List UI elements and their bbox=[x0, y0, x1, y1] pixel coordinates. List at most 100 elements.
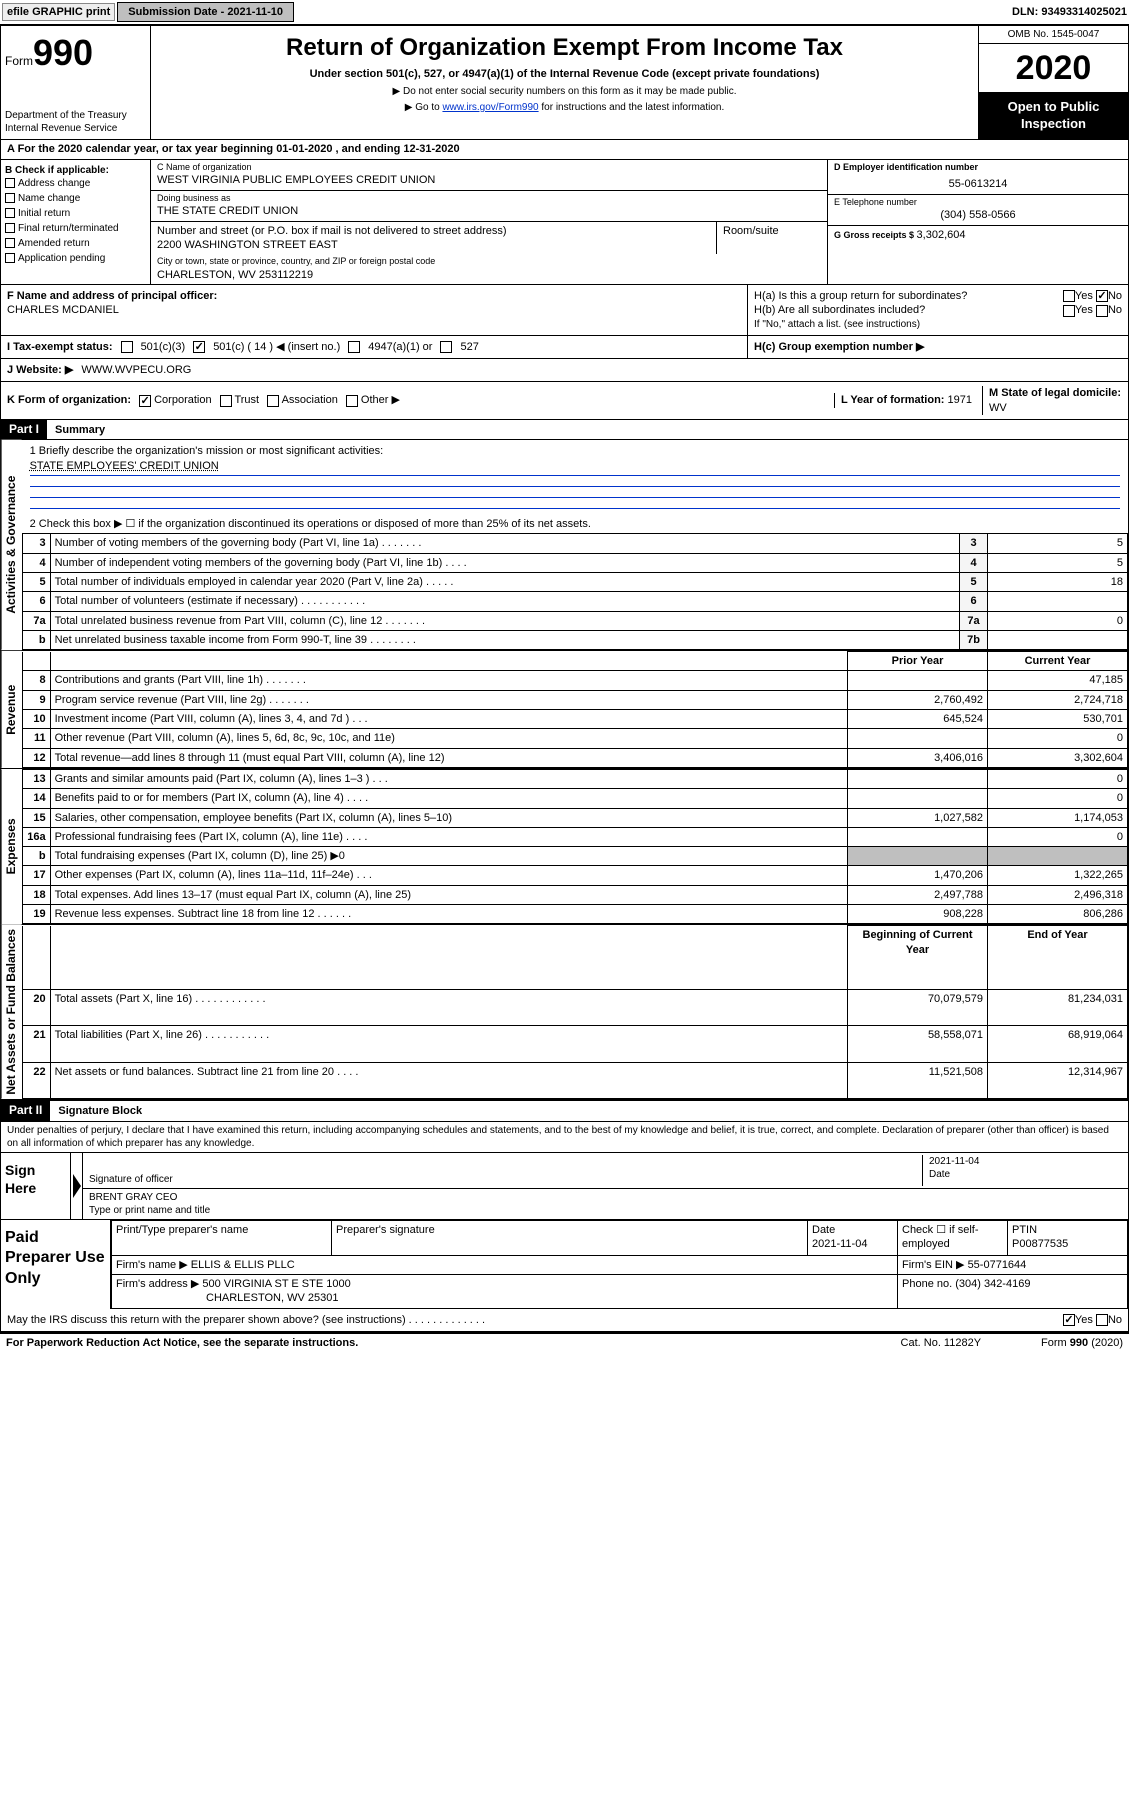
form-footer-year: (2020) bbox=[1088, 1337, 1123, 1349]
g-value: 3,302,604 bbox=[917, 229, 966, 241]
ha-label: H(a) Is this a group return for subordin… bbox=[754, 289, 967, 303]
g-label: G Gross receipts $ bbox=[834, 230, 917, 240]
table-row: 7aTotal unrelated business revenue from … bbox=[22, 611, 1127, 630]
pra-notice: For Paperwork Reduction Act Notice, see … bbox=[6, 1336, 358, 1350]
pp-date-label: Date bbox=[812, 1223, 893, 1237]
pp-self-emp: Check ☐ if self-employed bbox=[898, 1220, 1008, 1255]
table-row: 16aProfessional fundraising fees (Part I… bbox=[22, 827, 1127, 846]
k-other: Other ▶ bbox=[361, 394, 400, 406]
discuss-yes: Yes bbox=[1075, 1314, 1093, 1326]
d-ein-cell: D Employer identification number 55-0613… bbox=[828, 160, 1128, 195]
perjury-text: Under penalties of perjury, I declare th… bbox=[1, 1122, 1128, 1153]
table-row: 3Number of voting members of the governi… bbox=[22, 534, 1127, 553]
hb-no-cb[interactable] bbox=[1096, 305, 1108, 317]
hb-note: If "No," attach a list. (see instruction… bbox=[754, 318, 1122, 331]
dba-label: Doing business as bbox=[157, 193, 821, 205]
goto-post: for instructions and the latest informat… bbox=[539, 102, 725, 113]
sig-date-value: 2021-11-04 bbox=[929, 1155, 1122, 1168]
g-gross-cell: G Gross receipts $ 3,302,604 bbox=[828, 226, 1128, 248]
table-row: 17Other expenses (Part IX, column (A), l… bbox=[22, 866, 1127, 885]
phone-label: Phone no. bbox=[902, 1278, 955, 1290]
street-value: 2200 WASHINGTON STREET EAST bbox=[157, 238, 710, 252]
cb-address[interactable]: Address change bbox=[5, 177, 146, 190]
cb-amended[interactable]: Amended return bbox=[5, 237, 146, 250]
efile-button[interactable]: efile GRAPHIC print bbox=[2, 3, 115, 21]
table-row: 12Total revenue—add lines 8 through 11 (… bbox=[22, 748, 1127, 767]
submission-date-button[interactable]: Submission Date - 2021-11-10 bbox=[117, 2, 294, 22]
hc-label: H(c) Group exemption number ▶ bbox=[754, 341, 924, 353]
ptin-label: PTIN bbox=[1012, 1223, 1123, 1237]
na-table: Beginning of Current YearEnd of Year20To… bbox=[22, 925, 1128, 1099]
b-title: B Check if applicable: bbox=[5, 164, 146, 177]
exp-table: 13Grants and similar amounts paid (Part … bbox=[22, 769, 1128, 924]
cb-final[interactable]: Final return/terminated bbox=[5, 222, 146, 235]
part1-title: Summary bbox=[47, 421, 113, 439]
discuss-no-cb[interactable] bbox=[1096, 1314, 1108, 1326]
i-501c3: 501(c)(3) bbox=[141, 340, 186, 354]
dept-label: Department of the Treasury bbox=[5, 109, 146, 122]
city-cell: City or town, state or province, country… bbox=[151, 254, 827, 284]
table-row: 6Total number of volunteers (estimate if… bbox=[22, 592, 1127, 611]
f-label: F Name and address of principal officer: bbox=[7, 289, 741, 303]
table-row: 10Investment income (Part VIII, column (… bbox=[22, 710, 1127, 729]
k-corp-cb[interactable]: ✓ bbox=[139, 395, 151, 407]
cb-initial[interactable]: Initial return bbox=[5, 207, 146, 220]
hb-label: H(b) Are all subordinates included? bbox=[754, 303, 925, 317]
row-klm: K Form of organization: ✓ Corporation Tr… bbox=[1, 382, 1128, 420]
ha-no: No bbox=[1108, 290, 1122, 302]
firm-ein-label: Firm's EIN ▶ bbox=[902, 1259, 968, 1271]
k-assoc-cb[interactable] bbox=[267, 395, 279, 407]
d-value: 55-0613214 bbox=[834, 173, 1122, 191]
form-footer-no: 990 bbox=[1070, 1337, 1088, 1349]
irs-link[interactable]: www.irs.gov/Form990 bbox=[442, 102, 538, 113]
i-527-cb[interactable] bbox=[440, 341, 452, 353]
omb-number: OMB No. 1545-0047 bbox=[979, 26, 1128, 44]
discuss-no: No bbox=[1108, 1314, 1122, 1326]
i-501c3-cb[interactable] bbox=[121, 341, 133, 353]
i-4947: 4947(a)(1) or bbox=[368, 340, 432, 354]
vtab-revenue: Revenue bbox=[1, 651, 22, 768]
table-row: 21Total liabilities (Part X, line 26) . … bbox=[22, 1026, 1127, 1062]
k-other-cb[interactable] bbox=[346, 395, 358, 407]
goto-pre: ▶ Go to bbox=[405, 102, 443, 113]
vtab-netassets: Net Assets or Fund Balances bbox=[1, 925, 22, 1099]
line1-block: 1 Briefly describe the organization's mi… bbox=[22, 440, 1128, 515]
ha-no-cb[interactable]: ✓ bbox=[1096, 290, 1108, 302]
i-4947-cb[interactable] bbox=[348, 341, 360, 353]
line1-label: 1 Briefly describe the organization's mi… bbox=[30, 444, 1120, 458]
table-header: Prior YearCurrent Year bbox=[22, 652, 1127, 671]
dln-label: DLN: 93493314025021 bbox=[1012, 5, 1127, 19]
part1-badge: Part I bbox=[1, 420, 47, 440]
discuss-yes-cb[interactable]: ✓ bbox=[1063, 1314, 1075, 1326]
ptin-value: P00877535 bbox=[1012, 1237, 1123, 1251]
paid-preparer-block: Paid Preparer Use Only Print/Type prepar… bbox=[1, 1220, 1128, 1309]
col-b: B Check if applicable: Address change Na… bbox=[1, 160, 151, 285]
f-officer: F Name and address of principal officer:… bbox=[1, 285, 748, 335]
hb-yes-cb[interactable] bbox=[1063, 305, 1075, 317]
pp-sig-label: Preparer's signature bbox=[336, 1223, 803, 1237]
table-row: 11Other revenue (Part VIII, column (A), … bbox=[22, 729, 1127, 748]
rev-table: Prior YearCurrent Year8Contributions and… bbox=[22, 651, 1128, 768]
e-phone-cell: E Telephone number (304) 558-0566 bbox=[828, 195, 1128, 226]
discuss-row: May the IRS discuss this return with the… bbox=[1, 1309, 1128, 1332]
dba-value: THE STATE CREDIT UNION bbox=[157, 204, 821, 218]
i-501c-cb[interactable]: ✓ bbox=[193, 341, 205, 353]
part1-header: Part I Summary bbox=[1, 420, 1128, 441]
gov-table: 3Number of voting members of the governi… bbox=[22, 533, 1128, 650]
cb-name[interactable]: Name change bbox=[5, 192, 146, 205]
k-trust-cb[interactable] bbox=[220, 395, 232, 407]
table-row: 5Total number of individuals employed in… bbox=[22, 572, 1127, 591]
table-row: 20Total assets (Part X, line 16) . . . .… bbox=[22, 989, 1127, 1025]
city-value: CHARLESTON, WV 253112219 bbox=[157, 268, 821, 282]
e-label: E Telephone number bbox=[834, 197, 1122, 209]
discuss-label: May the IRS discuss this return with the… bbox=[7, 1313, 485, 1327]
m-label: M State of legal domicile: bbox=[989, 387, 1121, 399]
irs-label: Internal Revenue Service bbox=[5, 122, 146, 135]
table-row: 13Grants and similar amounts paid (Part … bbox=[22, 769, 1127, 788]
cb-application[interactable]: Application pending bbox=[5, 252, 146, 265]
dba-cell: Doing business as THE STATE CREDIT UNION bbox=[151, 191, 827, 222]
table-row: bTotal fundraising expenses (Part IX, co… bbox=[22, 847, 1127, 866]
j-label: J Website: ▶ bbox=[7, 363, 73, 377]
ha-yes-cb[interactable] bbox=[1063, 290, 1075, 302]
k-trust: Trust bbox=[234, 394, 259, 406]
